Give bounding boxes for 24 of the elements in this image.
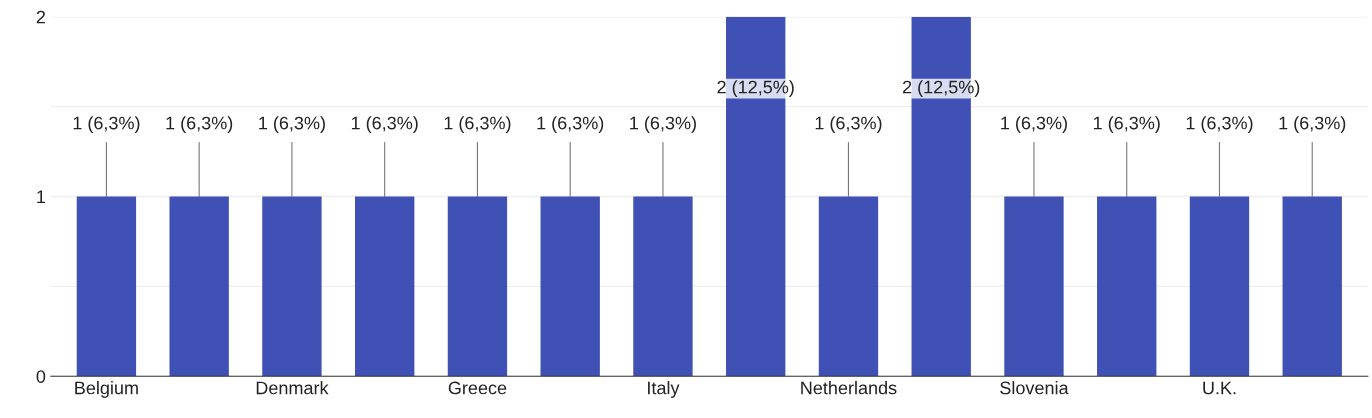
x-tick-label: Greece bbox=[448, 381, 507, 395]
data-label: 2 (12,5%) bbox=[717, 80, 794, 98]
x-tick-label: Denmark bbox=[256, 381, 329, 395]
x-tick-label: Belgium bbox=[75, 381, 138, 398]
x-tick-label: Netherlands bbox=[801, 381, 897, 395]
data-label: 1 (6,3%) bbox=[630, 116, 696, 133]
data-label: 1 (6,3%) bbox=[351, 116, 418, 133]
data-label: 2 (12,5%) bbox=[902, 80, 980, 98]
data-label: 1 (6,3%) bbox=[444, 116, 511, 133]
data-label: 1 (6,3%) bbox=[259, 116, 325, 133]
data-label: 1 (6,3%) bbox=[1093, 116, 1160, 133]
data-label: 1 (6,3%) bbox=[1279, 116, 1346, 133]
data-label: 1 (6,3%) bbox=[166, 116, 233, 133]
data-label: 1 (6,3%) bbox=[537, 116, 604, 133]
y-tick-label: 1 bbox=[37, 190, 46, 203]
x-tick-label: Slovenia bbox=[1000, 381, 1069, 395]
y-tick-label: 2 bbox=[36, 10, 45, 24]
data-label: 1 (6,3%) bbox=[815, 116, 882, 133]
data-label: 1 (6,3%) bbox=[1186, 116, 1253, 133]
x-tick-label: Italy bbox=[648, 381, 680, 398]
data-label: 1 (6,3%) bbox=[73, 116, 140, 133]
data-label: 1 (6,3%) bbox=[1001, 116, 1067, 133]
x-tick-label: U.K. bbox=[1203, 381, 1236, 395]
y-tick-label: 0 bbox=[36, 370, 46, 383]
